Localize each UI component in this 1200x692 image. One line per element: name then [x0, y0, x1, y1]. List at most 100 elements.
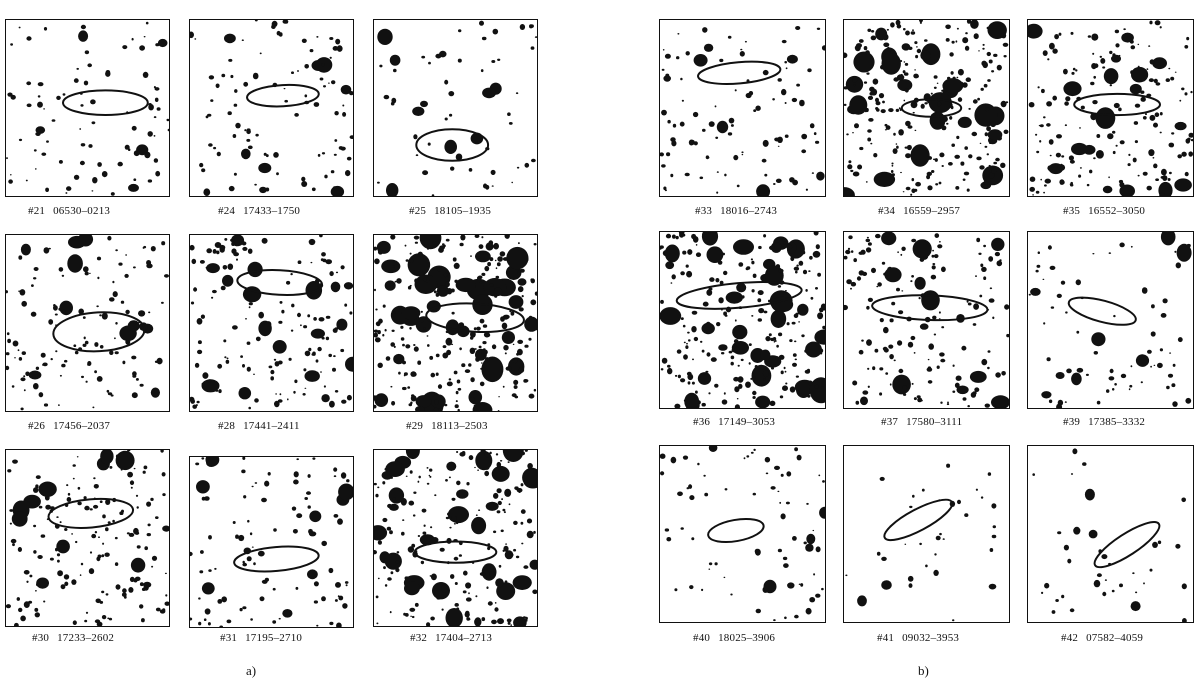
star: [786, 244, 793, 250]
star: [6, 157, 8, 160]
star: [870, 35, 877, 41]
star: [435, 53, 442, 59]
star: [151, 565, 154, 568]
star: [976, 237, 981, 243]
star: [739, 51, 745, 57]
star: [393, 311, 396, 314]
star: [25, 371, 30, 377]
star: [693, 54, 708, 67]
star: [202, 372, 209, 379]
star: [423, 524, 426, 527]
star: [56, 516, 59, 518]
star: [661, 357, 668, 364]
star: [11, 385, 15, 388]
star: [932, 249, 934, 252]
star: [798, 260, 804, 266]
panel-b-label: b): [918, 663, 929, 678]
star: [384, 584, 388, 587]
star: [1181, 583, 1187, 590]
star: [248, 302, 253, 306]
star: [207, 379, 212, 383]
star: [1149, 568, 1153, 572]
star: [822, 480, 825, 483]
star: [924, 39, 928, 42]
star: [221, 73, 226, 78]
star: [700, 340, 703, 343]
star: [1145, 113, 1147, 116]
star: [329, 271, 334, 277]
star: [820, 303, 825, 310]
finder-chart-34: [843, 19, 1010, 197]
star: [401, 306, 421, 320]
star: [677, 374, 681, 379]
star: [689, 585, 694, 590]
star: [951, 40, 955, 44]
star: [893, 359, 896, 362]
star: [765, 472, 769, 475]
star: [468, 363, 472, 367]
star: [475, 595, 478, 598]
star: [219, 625, 223, 627]
star: [525, 616, 528, 621]
star: [677, 491, 683, 497]
star: [937, 101, 942, 107]
star: [914, 41, 918, 45]
star: [139, 604, 144, 609]
star: [805, 289, 808, 292]
star: [451, 515, 457, 521]
star: [521, 542, 524, 545]
star: [982, 43, 985, 46]
star: [671, 274, 676, 280]
star: [458, 322, 465, 328]
star: [307, 314, 311, 318]
star: [790, 256, 795, 262]
star: [731, 341, 749, 355]
star: [156, 357, 163, 365]
star: [753, 109, 757, 112]
star: [1137, 174, 1140, 177]
star: [709, 277, 715, 282]
star: [105, 70, 111, 77]
star: [1057, 164, 1066, 171]
star: [82, 316, 86, 319]
star: [926, 367, 933, 372]
star: [885, 125, 891, 130]
star: [873, 171, 896, 187]
star: [919, 20, 923, 23]
star: [817, 312, 824, 320]
star: [333, 475, 337, 478]
star: [1095, 107, 1116, 129]
star: [695, 244, 698, 246]
star: [105, 593, 109, 596]
star: [903, 61, 906, 63]
star: [444, 117, 448, 121]
star: [318, 317, 325, 322]
star: [251, 546, 254, 548]
star: [324, 174, 328, 179]
star: [1137, 65, 1140, 68]
star: [439, 245, 445, 250]
star: [412, 514, 416, 517]
star: [40, 534, 46, 538]
star: [304, 497, 308, 500]
star: [1127, 163, 1131, 167]
star: [1142, 116, 1147, 120]
star: [417, 360, 422, 365]
star: [916, 46, 918, 48]
star: [14, 624, 17, 626]
star: [701, 232, 719, 246]
star: [230, 74, 234, 79]
star: [99, 345, 104, 349]
error-ellipse: [233, 545, 320, 573]
star: [99, 314, 102, 317]
star: [962, 178, 966, 181]
star: [422, 531, 427, 535]
star: [483, 183, 488, 189]
star: [196, 318, 203, 325]
star: [1049, 265, 1056, 270]
star: [497, 58, 501, 61]
star: [257, 550, 265, 557]
star: [524, 379, 529, 383]
star: [753, 448, 756, 451]
star: [898, 368, 904, 374]
